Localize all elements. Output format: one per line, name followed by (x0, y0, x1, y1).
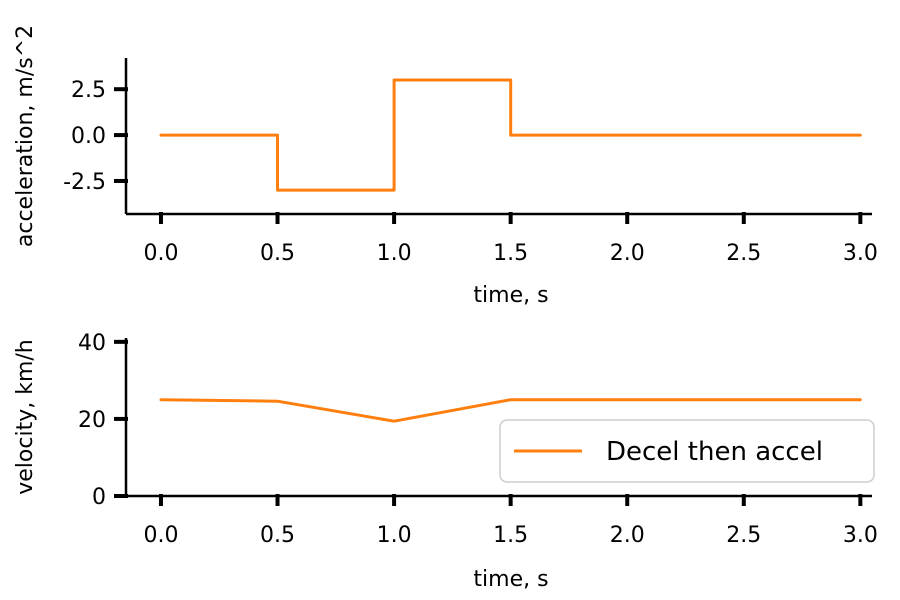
x-axis-label: time, s (473, 283, 548, 308)
x-tick-label: 1.5 (493, 523, 528, 548)
x-tick-label: 0.0 (143, 241, 178, 266)
x-tick-label: 2.0 (610, 241, 645, 266)
x-tick-label: 2.0 (610, 523, 645, 548)
x-tick-label: 2.5 (726, 523, 761, 548)
y-tick-label: 0 (92, 485, 106, 510)
y-axis-label: acceleration, m/s^2 (13, 25, 38, 247)
x-tick-label: 3.0 (843, 523, 878, 548)
x-tick-label: 0.5 (260, 241, 295, 266)
series-line (159, 398, 862, 423)
y-tick-label: -2.5 (63, 170, 106, 195)
y-tick-label: 20 (78, 408, 106, 433)
x-tick-label: 1.0 (377, 241, 412, 266)
legend: Decel then accel (499, 419, 875, 483)
x-axis-label: time, s (473, 567, 548, 592)
panel-1: 0.0 0.5 1.0 1.5 2.0 2.5 3.0 2.5 0.0 -2.5 time, s ac… (13, 25, 878, 308)
panel-2: 0.0 0.5 1.0 1.5 2.0 2.5 3.0 40 20 0 time, s velocit… (13, 331, 878, 592)
y-tick-label: 2.5 (71, 78, 106, 103)
x-tick-label: 1.5 (493, 241, 528, 266)
y-axis-label: velocity, km/h (13, 339, 38, 495)
legend-box (499, 419, 875, 483)
legend-label: Decel then accel (606, 437, 823, 467)
y-tick-label: 0.0 (71, 124, 106, 149)
series-line (159, 78, 862, 192)
x-tick-label: 3.0 (843, 241, 878, 266)
x-tick-label: 0.0 (143, 523, 178, 548)
x-tick-label: 2.5 (726, 241, 761, 266)
x-tick-label: 0.5 (260, 523, 295, 548)
x-tick-label: 1.0 (377, 523, 412, 548)
y-tick-label: 40 (78, 331, 106, 356)
